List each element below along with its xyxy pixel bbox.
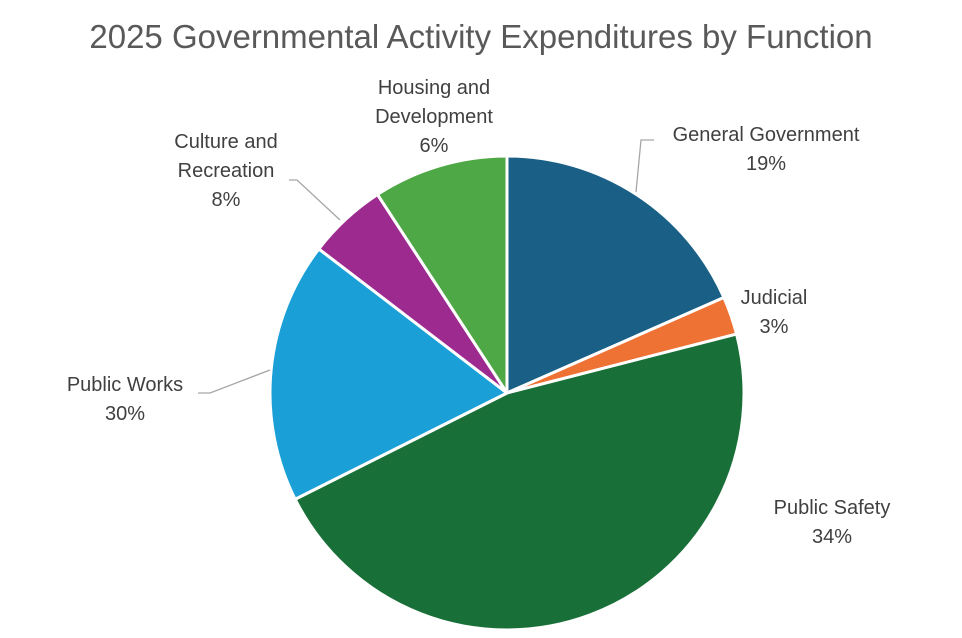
slice-name: Culture and Recreation <box>174 131 278 182</box>
leader-line-culture-and-recreation <box>289 179 341 221</box>
slice-percent: 19% <box>745 153 787 175</box>
slice-percent: 30% <box>104 403 146 425</box>
chart-title: 2025 Governmental Activity Expenditures … <box>89 18 873 55</box>
data-label-culture-and-recreation: Culture and Recreation 8% <box>151 128 301 215</box>
data-label-housing-and-development: Housing and Development 6% <box>354 74 514 161</box>
data-label-public-safety: Public Safety 34% <box>774 494 891 552</box>
slice-public-safety <box>293 332 746 632</box>
slice-name: General Government <box>672 124 860 146</box>
data-label-judicial: Judicial 3% <box>741 284 808 342</box>
slice-general-government <box>505 154 726 395</box>
slice-name: Housing and Development <box>375 77 493 128</box>
slice-name: Judicial <box>740 287 808 309</box>
slice-percent: 8% <box>211 189 241 211</box>
data-label-public-works: Public Works 30% <box>67 371 183 429</box>
slice-housing-and-development <box>376 154 509 395</box>
leader-line-general-government <box>635 139 654 193</box>
slice-percent: 3% <box>759 316 789 338</box>
slice-public-works <box>268 247 509 501</box>
data-label-general-government: General Government 19% <box>673 121 860 179</box>
slice-name: Public Works <box>66 374 184 396</box>
slice-percent: 6% <box>419 135 449 157</box>
slice-name: Public Safety <box>773 497 891 519</box>
leader-line-public-works <box>198 369 271 394</box>
slice-percent: 34% <box>811 526 853 548</box>
